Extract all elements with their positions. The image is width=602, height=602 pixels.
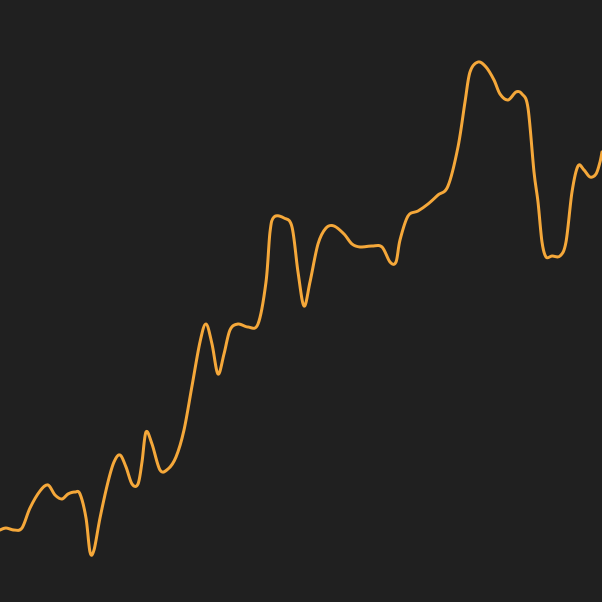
series-line: [0, 60, 602, 557]
